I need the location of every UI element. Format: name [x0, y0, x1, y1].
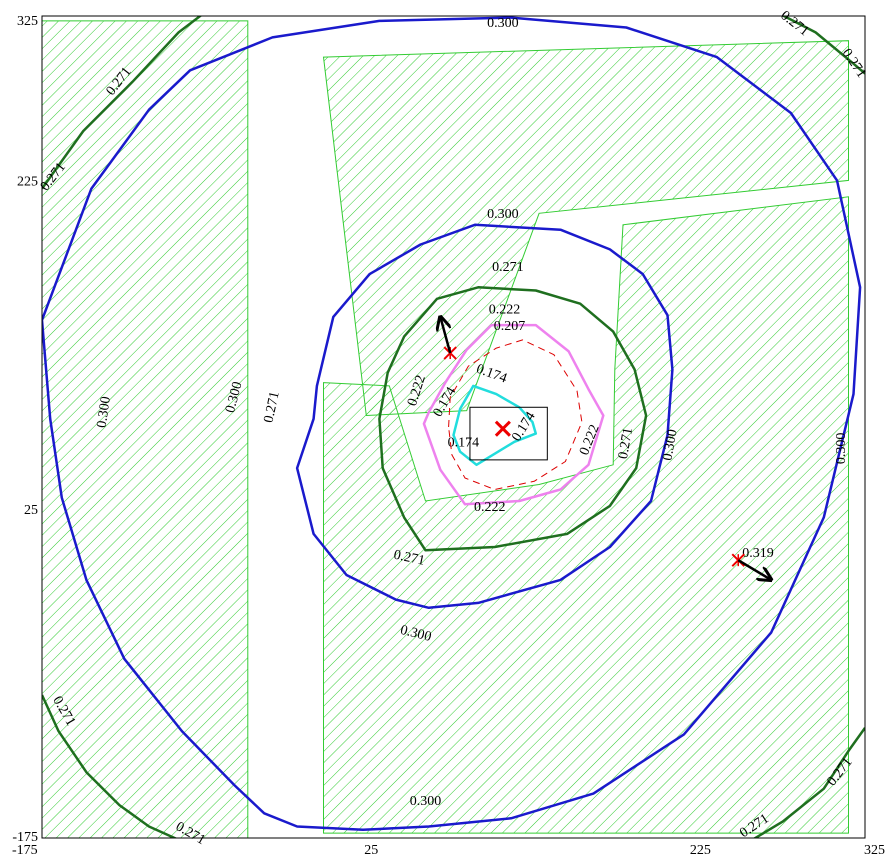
hatch-left-strip [42, 20, 249, 838]
target-box [469, 406, 548, 461]
y-tick-25: 25 [24, 503, 38, 518]
contour-label-6: 0.271 [492, 260, 524, 275]
contour-0.271-bottomright-6 [752, 727, 865, 838]
contour-label-25: 0.300 [410, 794, 442, 809]
axis-ticks: -175 25 225 325 325 225 25 -175 [12, 14, 885, 858]
y-tick-225: 225 [17, 174, 38, 189]
contour-label-18: 0.300 [660, 428, 680, 462]
arrow-upper [440, 317, 452, 354]
hatched-regions [42, 20, 849, 838]
contour-0.300-inner-1 [295, 223, 674, 610]
contour-label-13: 0.174 [474, 362, 509, 387]
contour-label-15: 0.174 [448, 436, 480, 451]
contour-label-10: 0.271 [262, 390, 283, 424]
contour-label-17: 0.271 [616, 427, 636, 461]
contour-0.271-inner-2 [378, 286, 648, 552]
markers [440, 317, 771, 580]
arrow-right [737, 559, 771, 580]
center-target-stroke-b [494, 420, 511, 437]
contour-label-21: 0.300 [95, 396, 114, 429]
contour-label-0: 0.300 [487, 16, 519, 31]
contour-label-23: 0.300 [399, 623, 433, 645]
contour-label-22: 0.271 [392, 548, 426, 569]
x-tick-25: 25 [364, 843, 378, 858]
contour-0.300-0 [42, 16, 862, 832]
hatch-lower-right [323, 196, 849, 834]
y-tick-325: 325 [17, 14, 38, 29]
contour-label-7: 0.222 [489, 302, 521, 317]
contour-0.271-topright-4 [781, 16, 865, 75]
contour-label-3: 0.271 [777, 8, 811, 39]
contour-label-19: 0.300 [834, 433, 849, 465]
contour-label-29: 0.319 [742, 546, 774, 561]
contour-0.271-bottomleft-5 [42, 694, 178, 838]
contour-label-20: 0.222 [474, 500, 506, 515]
contour-0.222-7 [422, 323, 605, 506]
y-tick--175: -175 [12, 830, 38, 845]
contour-0.271-topleft-3 [42, 16, 203, 190]
contour-label-8: 0.207 [494, 319, 526, 334]
plot-frame [41, 15, 866, 839]
box-layer [469, 406, 548, 461]
contour-lines [42, 16, 865, 838]
x-tick-325: 325 [864, 843, 885, 858]
contour-0.174-9 [452, 384, 538, 467]
x-tick--175: -175 [12, 843, 38, 858]
contour-0.207-8 [448, 339, 583, 490]
contour-label-16: 0.222 [577, 423, 603, 458]
contour-label-5: 0.300 [487, 207, 519, 222]
x-tick-225: 225 [690, 843, 711, 858]
